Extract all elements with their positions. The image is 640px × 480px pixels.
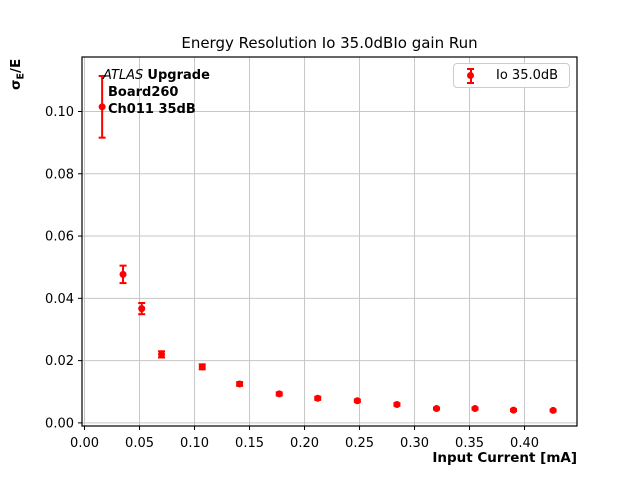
svg-text:0.05: 0.05 xyxy=(125,436,154,451)
annotation-block: ATLAS Upgrade Board260 Ch011 35dB xyxy=(103,67,210,118)
svg-text:0.40: 0.40 xyxy=(510,436,539,451)
svg-text:0.02: 0.02 xyxy=(45,354,74,369)
svg-text:0.00: 0.00 xyxy=(70,436,99,451)
grid-lines xyxy=(82,57,577,426)
data-point xyxy=(314,394,322,402)
legend: Io 35.0dB xyxy=(453,63,570,88)
data-point xyxy=(433,405,441,413)
errorbar-dot xyxy=(467,72,474,79)
data-point xyxy=(549,406,557,414)
y-axis-label-rest: /E xyxy=(8,58,24,73)
data-point xyxy=(198,363,206,371)
svg-text:0.15: 0.15 xyxy=(235,436,264,451)
svg-text:0.30: 0.30 xyxy=(400,436,429,451)
annotation-atlas: ATLAS xyxy=(103,68,144,83)
annotation-board: Board260 xyxy=(108,85,179,100)
annotation-line-1: ATLAS Upgrade xyxy=(103,67,210,84)
data-point xyxy=(510,406,518,414)
chart-title: Energy Resolution Io 35.0dBIo gain Run xyxy=(181,34,478,52)
svg-text:0.20: 0.20 xyxy=(290,436,319,451)
svg-text:0.00: 0.00 xyxy=(45,416,74,431)
errorbar-marker-icon xyxy=(466,67,475,84)
svg-text:0.04: 0.04 xyxy=(45,292,74,307)
data-series xyxy=(98,74,557,414)
data-point xyxy=(236,380,244,388)
y-tick-labels: 0.00 0.02 0.04 0.06 0.08 0.10 xyxy=(45,105,74,431)
data-point xyxy=(275,390,283,398)
x-axis-label: Input Current [mA] xyxy=(432,450,577,466)
x-tick-labels: 0.00 0.05 0.10 0.15 0.20 0.25 0.30 0.35 0.40 xyxy=(70,436,539,451)
svg-text:0.25: 0.25 xyxy=(345,436,374,451)
data-point xyxy=(98,103,106,111)
legend-label: Io 35.0dB xyxy=(496,68,559,83)
data-point xyxy=(353,397,361,405)
annotation-channel: Ch011 35dB xyxy=(108,102,196,117)
errorbar-cap-bottom xyxy=(467,81,474,84)
data-point xyxy=(119,270,127,278)
data-point xyxy=(393,401,401,409)
data-point xyxy=(471,405,479,413)
y-axis-label-subscript: E xyxy=(15,72,27,80)
data-point xyxy=(138,305,146,313)
svg-text:0.06: 0.06 xyxy=(45,230,74,245)
y-axis-label: σE/E xyxy=(8,59,27,90)
svg-text:0.35: 0.35 xyxy=(455,436,484,451)
y-axis-label-sigma: σ xyxy=(8,79,24,90)
svg-text:0.10: 0.10 xyxy=(180,436,209,451)
annotation-upgrade: Upgrade xyxy=(147,68,210,83)
y-ticks xyxy=(78,110,82,424)
data-point xyxy=(158,350,166,358)
svg-text:0.10: 0.10 xyxy=(45,105,74,120)
plot-frame xyxy=(81,56,578,427)
errorbar-cap-top xyxy=(467,67,474,70)
svg-text:0.08: 0.08 xyxy=(45,167,74,182)
x-ticks xyxy=(84,426,526,430)
